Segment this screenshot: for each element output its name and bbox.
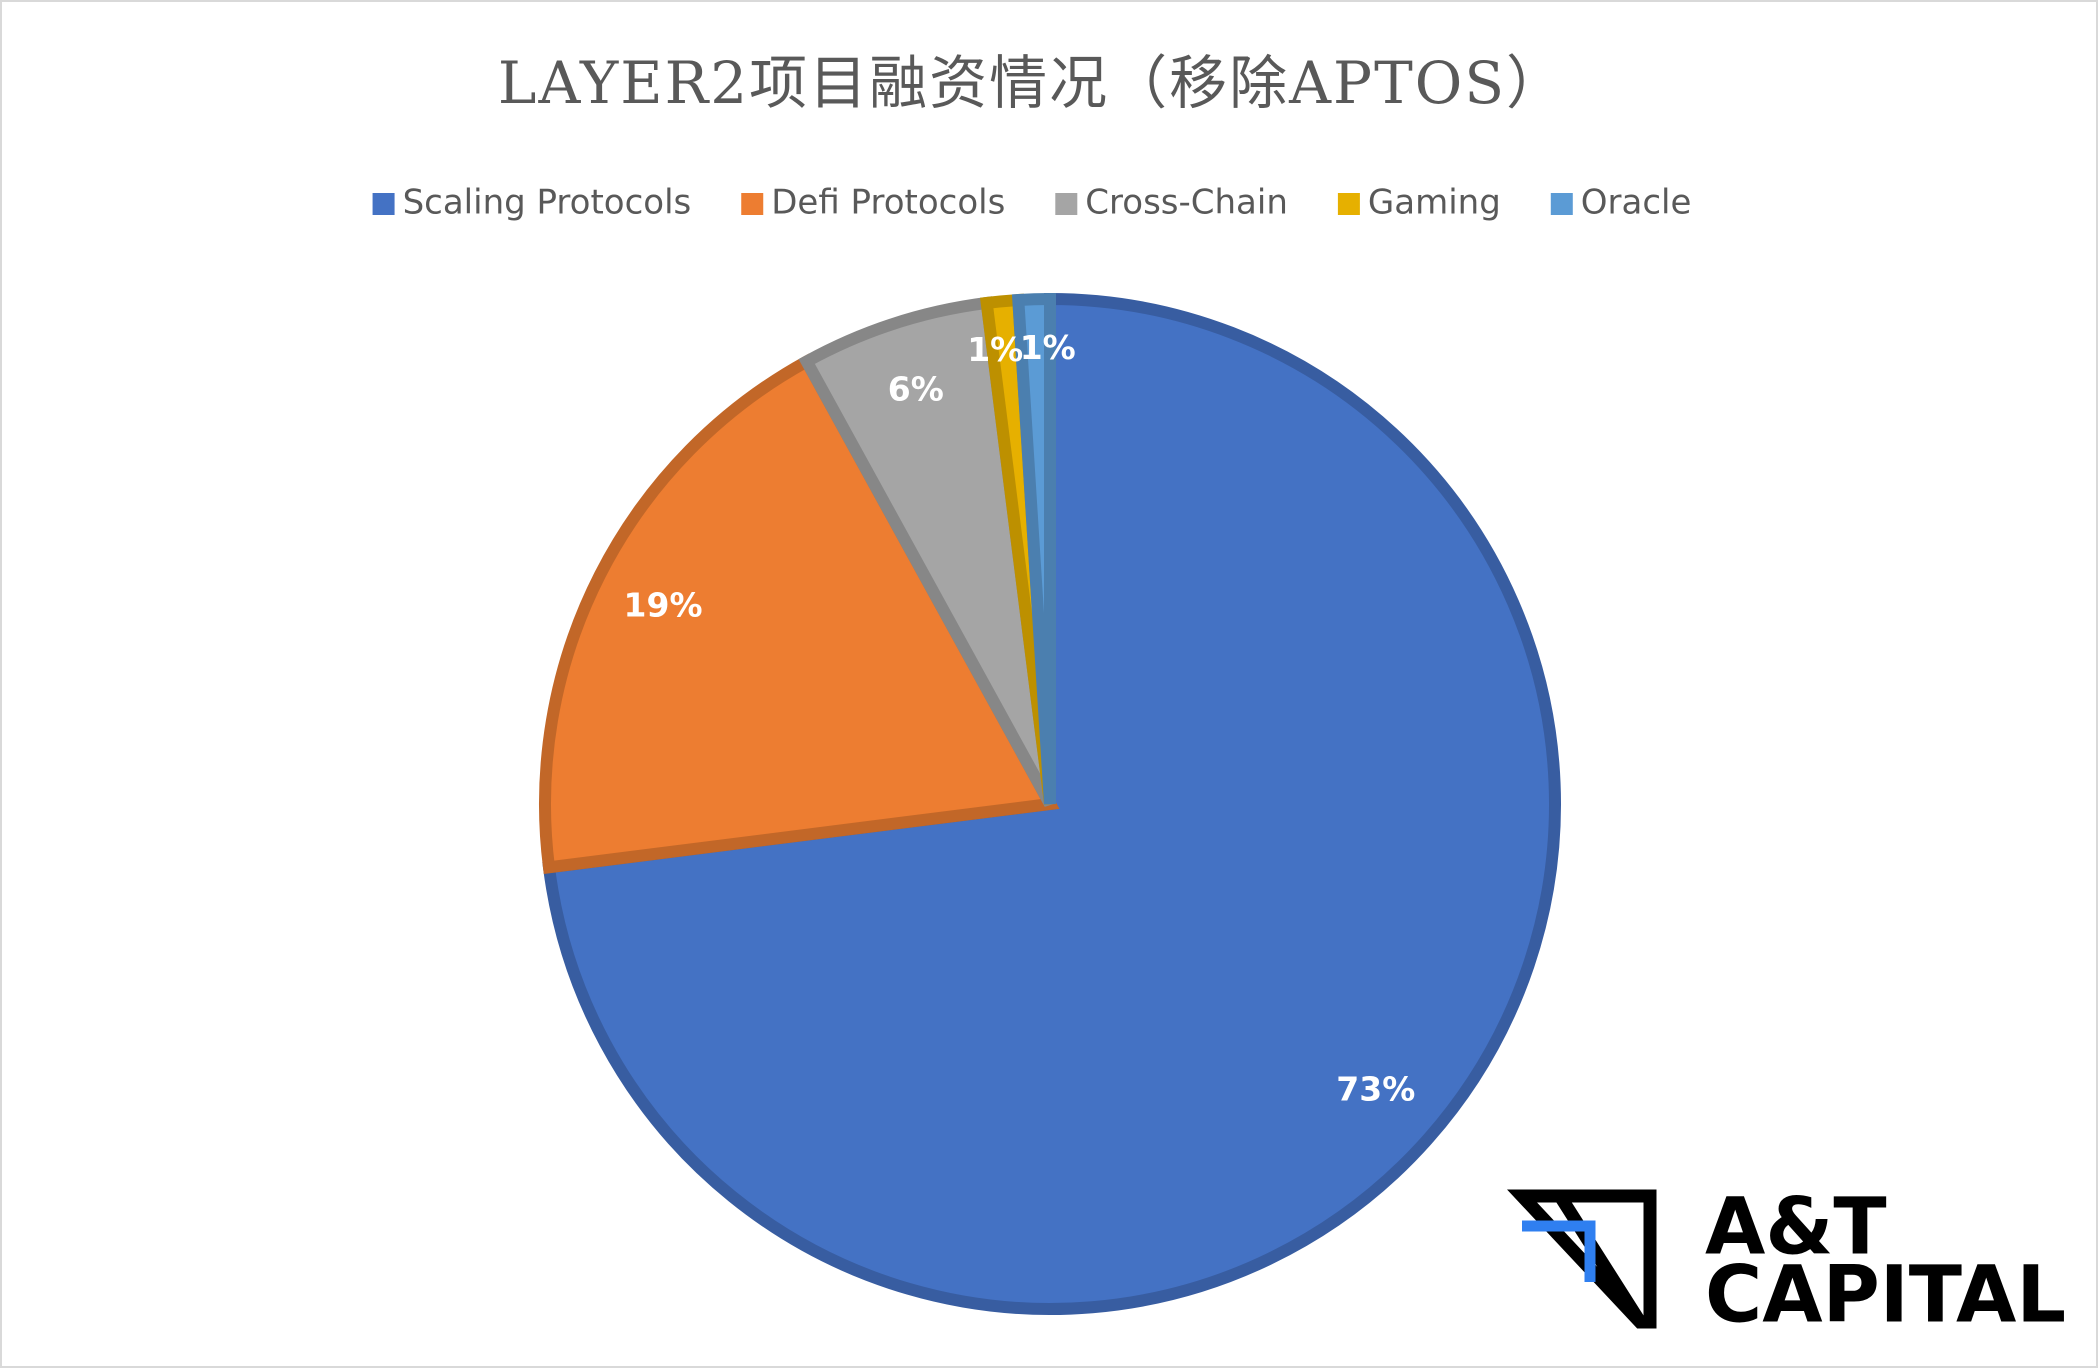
legend-label: Oracle: [1581, 183, 1692, 223]
legend-label: Gaming: [1368, 183, 1501, 223]
legend-label: Cross-Chain: [1085, 183, 1288, 223]
legend-label: Scaling Protocols: [403, 183, 692, 223]
data-label: 6%: [888, 369, 944, 408]
legend-swatch: [1055, 193, 1078, 215]
pie-slice: [539, 353, 1060, 874]
logo-accent: [1522, 1220, 1596, 1282]
pie-slice: [1011, 292, 1056, 805]
legend-label: Defi Protocols: [771, 183, 1005, 223]
logo-mark: [1507, 1189, 1657, 1329]
pie: [539, 292, 1561, 1315]
legend: Scaling Protocols Defi Protocols Cross-Cha…: [372, 183, 1692, 223]
data-label: 1%: [1020, 328, 1076, 367]
legend-swatch: [741, 193, 764, 215]
legend-swatch: [1337, 193, 1360, 215]
chart-title: LAYER2项目融资情况（移除APTOS）: [498, 49, 1566, 117]
pie-slice: [798, 296, 1056, 807]
logo: A&T CAPITAL: [1507, 1182, 2066, 1340]
logo-text: CAPITAL: [1705, 1250, 2066, 1340]
data-label: 1%: [967, 330, 1023, 369]
data-label: 19%: [624, 585, 703, 624]
data-label: 73%: [1336, 1070, 1415, 1109]
data-labels: 73% 19% 6% 1%1%: [624, 328, 1416, 1108]
legend-swatch: [372, 193, 395, 215]
legend-swatch: [1550, 193, 1573, 215]
logo-text: A&T: [1705, 1182, 1887, 1272]
